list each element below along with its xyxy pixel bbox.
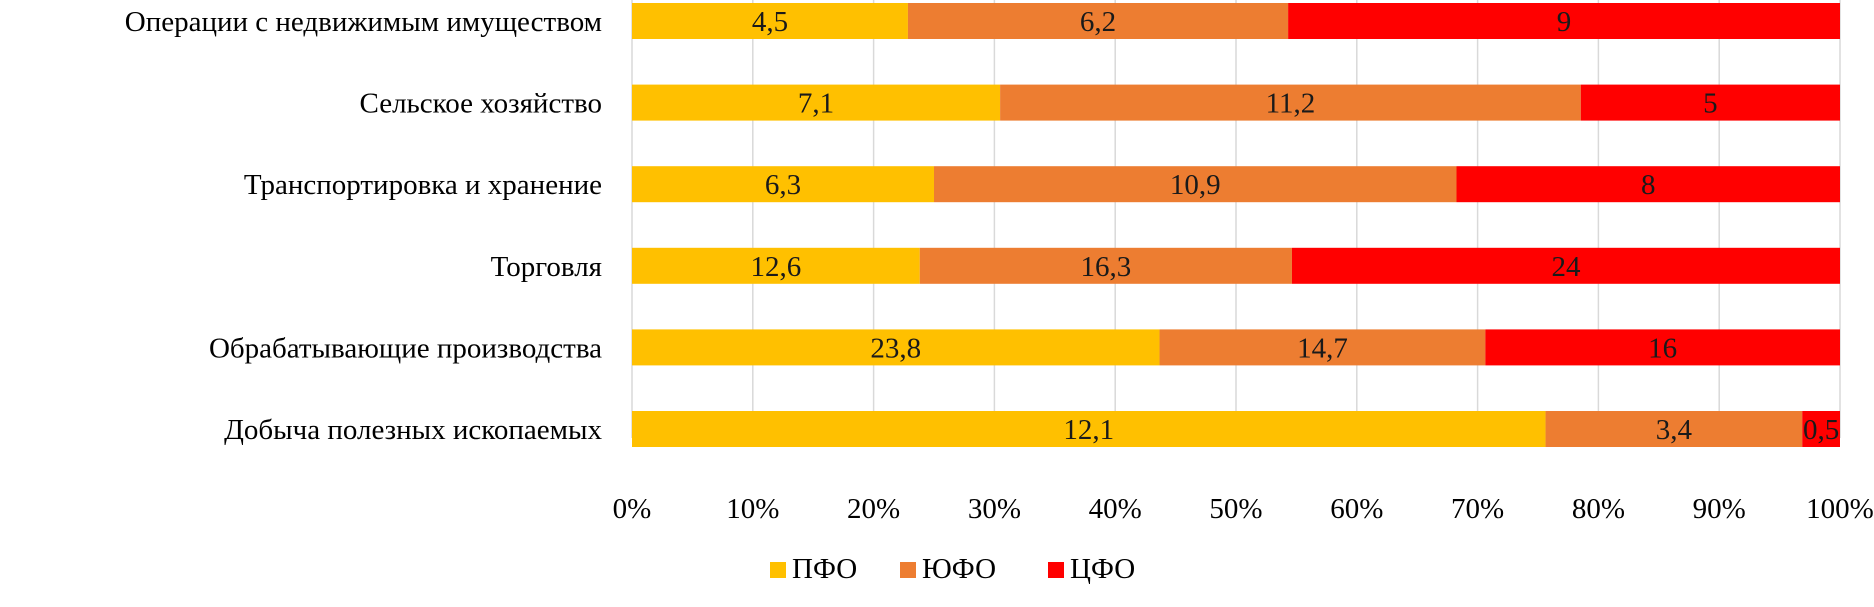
x-axis-ticks: 0% 10% 20% 30% 40% 50% 60% 70% 80% 90% 100% bbox=[613, 493, 1874, 525]
category-labels: Операции с недвижимым имуществом Сельское… bbox=[125, 6, 603, 446]
bar-segment bbox=[632, 411, 1546, 447]
bar-segment bbox=[632, 3, 908, 39]
bar-segment bbox=[907, 3, 1289, 39]
x-tick-label: 0% bbox=[613, 493, 652, 525]
bar-segment bbox=[632, 329, 1160, 366]
x-tick-label: 20% bbox=[847, 493, 900, 525]
bar-segment bbox=[1545, 411, 1803, 447]
bar-segment bbox=[1485, 329, 1840, 366]
legend-label: ПФО bbox=[792, 553, 857, 585]
x-tick-label: 100% bbox=[1806, 493, 1874, 525]
category-label: Добыча полезных ископаемых bbox=[224, 414, 602, 446]
bar-segment bbox=[1000, 84, 1581, 121]
bars: 4,5 6,2 9 7,1 11,2 5 6,3 10,9 8 12,6 16,3 24 23,8 14,… bbox=[632, 3, 1840, 447]
category-label: Операции с недвижимым имуществом bbox=[125, 6, 602, 38]
bar-segment bbox=[1288, 3, 1840, 39]
bar-segment bbox=[632, 247, 920, 284]
data-label: 12,1 bbox=[1063, 414, 1114, 446]
data-label: 23,8 bbox=[870, 332, 921, 364]
bar-segment bbox=[1580, 84, 1840, 121]
x-tick-label: 80% bbox=[1572, 493, 1625, 525]
gridlines bbox=[631, 0, 1841, 438]
data-label: 6,2 bbox=[1080, 6, 1116, 38]
legend-swatch bbox=[1048, 562, 1064, 578]
legend-label: ЦФО bbox=[1070, 553, 1135, 585]
x-tick-label: 70% bbox=[1451, 493, 1504, 525]
category-label: Транспортировка и хранение bbox=[244, 169, 602, 201]
bar-segment bbox=[934, 166, 1457, 203]
x-tick-label: 10% bbox=[726, 493, 779, 525]
data-label: 5 bbox=[1703, 88, 1718, 120]
data-label: 8 bbox=[1641, 169, 1656, 201]
data-label: 3,4 bbox=[1656, 414, 1693, 446]
category-label: Торговля bbox=[491, 251, 602, 283]
legend: ПФО ЮФО ЦФО bbox=[770, 553, 1135, 585]
data-label: 24 bbox=[1551, 251, 1581, 283]
x-tick-label: 50% bbox=[1209, 493, 1262, 525]
x-tick-label: 40% bbox=[1089, 493, 1142, 525]
data-label: 4,5 bbox=[752, 6, 788, 38]
data-label: 16,3 bbox=[1080, 251, 1131, 283]
data-label: 14,7 bbox=[1297, 332, 1348, 364]
bar-segment bbox=[919, 247, 1292, 284]
data-label: 11,2 bbox=[1266, 88, 1316, 120]
bar-segment bbox=[632, 166, 934, 203]
category-label: Обрабатывающие производства bbox=[209, 332, 602, 364]
x-tick-label: 90% bbox=[1693, 493, 1746, 525]
data-label: 9 bbox=[1557, 6, 1572, 38]
legend-label: ЮФО bbox=[922, 553, 996, 585]
data-label: 6,3 bbox=[765, 169, 801, 201]
category-label: Сельское хозяйство bbox=[360, 88, 602, 120]
bar-segment bbox=[1456, 166, 1840, 203]
x-tick-label: 60% bbox=[1330, 493, 1383, 525]
data-label: 10,9 bbox=[1170, 169, 1221, 201]
legend-swatch bbox=[900, 562, 916, 578]
data-label: 0,5 bbox=[1803, 414, 1839, 446]
bar-segment bbox=[632, 84, 1001, 121]
data-label: 16 bbox=[1648, 332, 1677, 364]
x-tick-label: 30% bbox=[968, 493, 1021, 525]
legend-swatch bbox=[770, 562, 786, 578]
data-label: 7,1 bbox=[798, 88, 834, 120]
bar-segment bbox=[1802, 411, 1840, 447]
data-label: 12,6 bbox=[750, 251, 801, 283]
bar-segment bbox=[1159, 329, 1486, 366]
bar-segment bbox=[1291, 247, 1840, 284]
